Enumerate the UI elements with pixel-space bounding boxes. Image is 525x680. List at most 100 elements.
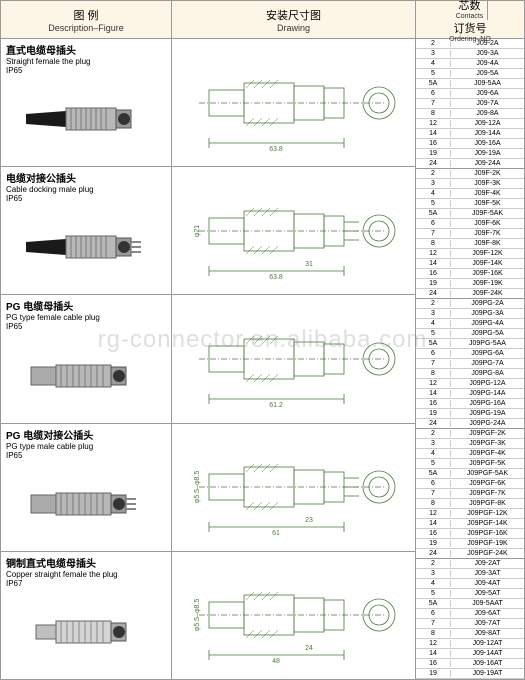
table-row: 6 J09F-6K (416, 219, 524, 229)
product-title: PG 电缆对接公插头 PG type male cable plug IP65 (6, 427, 166, 460)
ordering-cell: J09-12A (451, 120, 524, 127)
table-row: 2 J09F-2K (416, 169, 524, 179)
contacts-cell: 5A (416, 210, 451, 217)
ordering-cell: J09F-12K (451, 250, 524, 257)
table-row: 7 J09-7A (416, 99, 524, 109)
ordering-cell: J09PG-6A (451, 350, 524, 357)
table-row: 7 J09F-7K (416, 229, 524, 239)
contacts-cell: 7 (416, 100, 451, 107)
product-title-cn: PG 电缆母插头 (6, 298, 166, 313)
contacts-cell: 3 (416, 570, 451, 577)
contacts-cell: 5 (416, 200, 451, 207)
table-row: 19 J09-19AT (416, 669, 524, 679)
ordering-cell: J09-5AA (451, 80, 524, 87)
table-row: 19 J09-19A (416, 149, 524, 159)
table-row: 19 J09PGF-19K (416, 539, 524, 549)
contacts-cell: 7 (416, 620, 451, 627)
product-title-cn: 电缆对接公插头 (6, 170, 166, 185)
ordering-cell: J09-14A (451, 130, 524, 137)
contacts-cell: 14 (416, 390, 451, 397)
technical-drawing: 48 24 φ5.5–φ8.5 (172, 552, 415, 679)
contacts-cell: 14 (416, 130, 451, 137)
contacts-cell: 8 (416, 630, 451, 637)
ordering-cell: J09PG-2A (451, 300, 524, 307)
contacts-cell: 19 (416, 540, 451, 547)
table-row: 2 J09-2A (416, 39, 524, 49)
contacts-cell: 6 (416, 90, 451, 97)
product-figure-cell: 铜制直式电缆母插头 Copper straight female the plu… (1, 552, 171, 679)
contacts-cell: 16 (416, 270, 451, 277)
table-row: 5A J09-5AAT (416, 599, 524, 609)
table-row: 8 J09PG-8A (416, 369, 524, 379)
ordering-cell: J09-16A (451, 140, 524, 147)
product-figure-cell: 电缆对接公插头 Cable docking male plug IP65 (1, 167, 171, 295)
table-row: 6 J09-6A (416, 89, 524, 99)
contacts-cell: 3 (416, 310, 451, 317)
contacts-cell: 3 (416, 180, 451, 187)
contacts-cell: 4 (416, 320, 451, 327)
table-row: 24 J09-24A (416, 159, 524, 169)
product-title-en: PG type female cable plug (6, 313, 166, 322)
ordering-cell: J09-7A (451, 100, 524, 107)
ordering-cell: J09PG-5AA (451, 340, 524, 347)
table-row: 14 J09F-14K (416, 259, 524, 269)
table-row: 8 J09-8A (416, 109, 524, 119)
ordering-cell: J09PG-3A (451, 310, 524, 317)
product-figure-cell: 直式电缆母插头 Straight female the plug IP65 (1, 39, 171, 167)
product-title: 铜制直式电缆母插头 Copper straight female the plu… (6, 555, 166, 588)
contacts-cell: 5 (416, 70, 451, 77)
table-row: 19 J09F-19K (416, 279, 524, 289)
table-row: 4 J09-4AT (416, 579, 524, 589)
table-row: 14 J09-14AT (416, 649, 524, 659)
ordering-cell: J09-4A (451, 60, 524, 67)
contacts-cell: 6 (416, 480, 451, 487)
ordering-cell: J09F-8K (451, 240, 524, 247)
product-title-en: PG type male cable plug (6, 442, 166, 451)
drawing-header: 安装尺寸图 Drawing (172, 1, 415, 39)
contacts-cell: 14 (416, 650, 451, 657)
contacts-cell: 2 (416, 40, 451, 47)
product-title-cn: PG 电缆对接公插头 (6, 427, 166, 442)
ordering-cell: J09F-6K (451, 220, 524, 227)
contacts-cell: 7 (416, 490, 451, 497)
contacts-cell: 16 (416, 140, 451, 147)
ordering-cell: J09PGF-16K (451, 530, 524, 537)
contacts-cell: 24 (416, 420, 451, 427)
product-ip-rating: IP65 (6, 66, 166, 75)
contacts-cell: 8 (416, 110, 451, 117)
contacts-cell: 14 (416, 520, 451, 527)
ordering-cell: J09-8A (451, 110, 524, 117)
ordering-cell: J09-19AT (451, 670, 524, 677)
contacts-cell: 6 (416, 220, 451, 227)
table-row: 14 J09PGF-14K (416, 519, 524, 529)
contacts-cell: 16 (416, 400, 451, 407)
ordering-cell: J09F-14K (451, 260, 524, 267)
contacts-cell: 2 (416, 170, 451, 177)
technical-drawing: 63.8 31 φ21 (172, 167, 415, 295)
product-ip-rating: IP65 (6, 451, 166, 460)
contacts-cell: 16 (416, 530, 451, 537)
ordering-cell: J09-7AT (451, 620, 524, 627)
product-image (6, 460, 166, 548)
product-image (6, 75, 166, 163)
table-row: 5A J09F-5AK (416, 209, 524, 219)
ordering-header-cn: 订货号 (453, 20, 486, 36)
data-column: 芯数 Contacts 订货号 Ordering–NO 2 J09-2A 3 J… (416, 1, 524, 679)
product-title-en: Straight female the plug (6, 57, 166, 66)
contacts-cell: 19 (416, 280, 451, 287)
contacts-cell: 3 (416, 50, 451, 57)
ordering-cell: J09F-3K (451, 180, 524, 187)
ordering-cell: J09-5A (451, 70, 524, 77)
contacts-cell: 2 (416, 430, 451, 437)
contacts-cell: 8 (416, 240, 451, 247)
table-row: 12 J09PG-12A (416, 379, 524, 389)
product-image (6, 331, 166, 419)
table-row: 4 J09F-4K (416, 189, 524, 199)
table-row: 4 J09PGF-4K (416, 449, 524, 459)
table-row: 6 J09PGF-6K (416, 479, 524, 489)
svg-text:48: 48 (272, 658, 280, 665)
ordering-cell: J09PG-7A (451, 360, 524, 367)
ordering-cell: J09PGF-3K (451, 440, 524, 447)
contacts-header: 芯数 Contacts (453, 0, 488, 20)
product-title-en: Copper straight female the plug (6, 570, 166, 579)
